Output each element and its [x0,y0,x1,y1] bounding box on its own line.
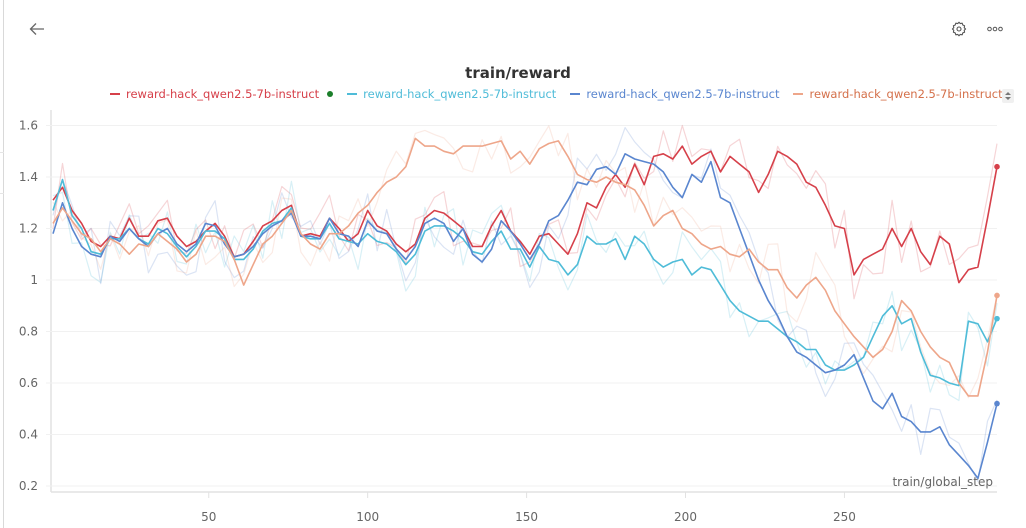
x-tick-label: 50 [201,510,216,524]
legend-label-run-3: reward-hack_qwen2.5-7b-instruct [586,87,780,101]
x-tick-label: 200 [674,510,697,524]
y-tick-label: 0.6 [19,376,38,390]
x-axis: 50 100 150 200 250 [201,492,856,524]
arrow-left-icon [29,23,44,35]
y-axis: 1.6 1.4 1.2 1 0.8 0.6 0.4 0.2 [19,119,38,494]
more-options-button[interactable] [984,18,1006,40]
legend-swatch-run-2 [347,93,358,95]
smoothed-series-lines [52,137,998,480]
endpoint-marker-run-1 [994,163,1000,170]
series-line-run-4 [52,137,998,397]
legend-scroll-button[interactable] [1002,89,1014,103]
legend-item-run-1[interactable]: reward-hack_qwen2.5-7b-instruct [110,87,334,101]
back-button[interactable] [26,18,48,40]
legend-item-run-4[interactable]: reward-hack_qwen2.5-7b-instruct [793,87,1003,101]
legend-item-run-2[interactable]: reward-hack_qwen2.5-7b-instruct [347,87,556,101]
y-tick-label: 1.4 [19,170,38,184]
y-tick-label: 0.2 [19,479,38,493]
series-line-run-1 [52,145,998,284]
endpoint-marker-run-4 [994,292,1000,299]
y-tick-label: 1 [30,273,38,287]
ellipsis-icon [987,26,1003,32]
chart-legend: reward-hack_qwen2.5-7b-instruct reward-h… [110,87,1003,101]
y-tick-label: 1.2 [19,222,38,236]
series-line-run-3 [52,153,998,480]
x-axis-title: train/global_step [892,475,993,489]
active-run-dot-icon [327,91,334,97]
chart-title: train/reward [465,64,571,82]
legend-label-run-1: reward-hack_qwen2.5-7b-instruct [126,87,320,101]
legend-swatch-run-4 [793,93,804,95]
x-tick-label: 100 [356,510,379,524]
panel-left-border [3,0,4,528]
y-tick-label: 0.4 [19,428,38,442]
y-tick-label: 0.8 [19,325,38,339]
raw-line-run-4 [52,125,998,399]
x-tick-label: 250 [833,510,856,524]
raw-line-run-3 [52,126,998,483]
endpoint-marker-run-3 [994,400,1000,407]
raw-line-run-1 [52,124,998,300]
series-line-run-2 [52,178,998,387]
gear-icon [951,21,967,37]
raw-line-run-2 [52,180,998,402]
chevron-up-down-icon [1005,92,1011,100]
endpoint-marker-run-2 [994,315,1000,322]
legend-item-run-3[interactable]: reward-hack_qwen2.5-7b-instruct [570,87,779,101]
grid-lines [46,110,997,493]
settings-button[interactable] [948,18,970,40]
legend-swatch-run-1 [110,93,120,95]
x-tick-label: 150 [515,510,538,524]
legend-label-run-2: reward-hack_qwen2.5-7b-instruct [363,87,557,101]
y-tick-label: 1.6 [19,119,38,133]
legend-swatch-run-3 [570,93,581,95]
raw-series-lines [52,124,998,483]
legend-label-run-4: reward-hack_qwen2.5-7b-instruct [809,87,1003,101]
sidebar-edge-tab [0,152,4,194]
endpoint-markers [994,163,1000,407]
